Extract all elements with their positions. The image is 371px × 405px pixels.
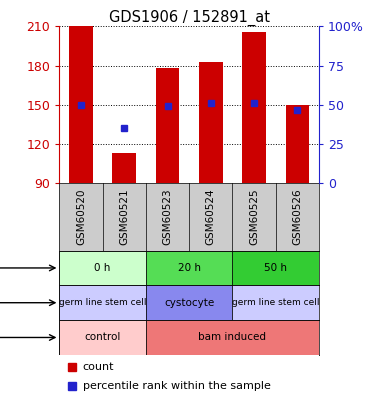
Text: time: time <box>0 263 55 273</box>
Text: GSM60520: GSM60520 <box>76 189 86 245</box>
Text: GSM60526: GSM60526 <box>292 189 302 245</box>
Bar <box>112 153 136 183</box>
Bar <box>286 105 309 183</box>
Bar <box>69 26 93 183</box>
Text: percentile rank within the sample: percentile rank within the sample <box>83 382 270 391</box>
Text: 50 h: 50 h <box>264 263 287 273</box>
Text: germ line stem cell: germ line stem cell <box>59 298 147 307</box>
Text: GSM60524: GSM60524 <box>206 189 216 245</box>
Bar <box>156 68 180 183</box>
Text: bam induced: bam induced <box>198 333 266 343</box>
Bar <box>59 286 146 320</box>
Bar <box>146 251 233 286</box>
Text: GSM60525: GSM60525 <box>249 189 259 245</box>
Text: germ line stem cell: germ line stem cell <box>232 298 319 307</box>
Text: cell type: cell type <box>0 298 55 308</box>
Text: 0 h: 0 h <box>95 263 111 273</box>
Bar <box>59 251 146 286</box>
Bar <box>199 62 223 183</box>
Text: GSM60523: GSM60523 <box>162 189 173 245</box>
Text: cystocyte: cystocyte <box>164 298 214 308</box>
Bar <box>233 251 319 286</box>
Text: control: control <box>85 333 121 343</box>
Bar <box>146 320 319 355</box>
Text: 20 h: 20 h <box>178 263 201 273</box>
Title: GDS1906 / 152891_at: GDS1906 / 152891_at <box>109 10 270 26</box>
Text: protocol: protocol <box>0 333 55 343</box>
Bar <box>233 286 319 320</box>
Text: GSM60521: GSM60521 <box>119 189 129 245</box>
Text: count: count <box>83 362 114 372</box>
Bar <box>242 32 266 183</box>
Bar <box>59 320 146 355</box>
Bar <box>146 286 233 320</box>
